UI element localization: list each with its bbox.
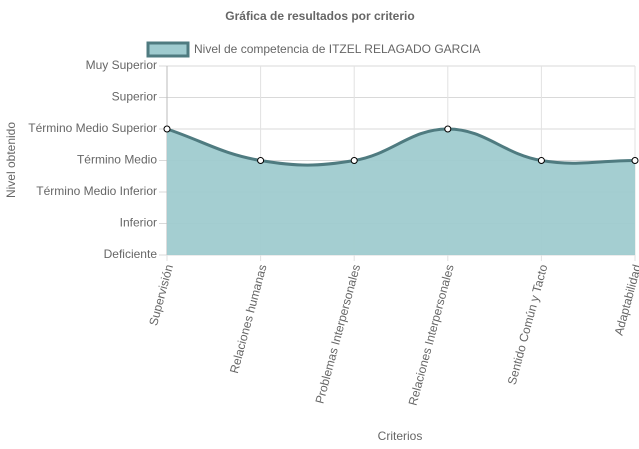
y-tick-label: Superior	[112, 90, 157, 104]
x-tick-label: Problemas Interpersonales	[313, 263, 364, 405]
x-tick-label: Adaptabilidad	[612, 263, 639, 337]
line	[166, 127, 636, 167]
y-tick-label: Muy Superior	[86, 58, 157, 72]
x-tick-label: Relaciones Interpersonales	[406, 263, 457, 407]
point	[350, 157, 358, 164]
point	[444, 125, 452, 133]
x-tick-label: Supervisión	[146, 263, 176, 327]
chart-title: Gráfica de resultados por criterio	[225, 9, 414, 23]
legend-swatch	[146, 41, 190, 58]
point	[537, 157, 545, 164]
x-axis-label: Criterios	[378, 429, 423, 443]
legend-label: Nivel de competencia de ITZEL RELAGADO G…	[194, 42, 480, 56]
y-axis-label: Nivel obtenido	[4, 122, 18, 198]
y-tick-label: Inferior	[120, 216, 157, 230]
y-tick-label: Término Medio	[77, 153, 157, 167]
point	[163, 125, 171, 133]
y-tick-label: Término Medio Superior	[28, 121, 157, 135]
point	[257, 157, 265, 164]
x-tick-label: Sentido Común y Tacto	[505, 263, 551, 387]
x-tick-label: Relaciones humanas	[227, 263, 270, 375]
area	[167, 129, 635, 255]
y-tick-label: Término Medio Inferior	[36, 184, 157, 198]
y-tick-label: Deficiente	[104, 247, 158, 261]
point	[631, 157, 639, 164]
